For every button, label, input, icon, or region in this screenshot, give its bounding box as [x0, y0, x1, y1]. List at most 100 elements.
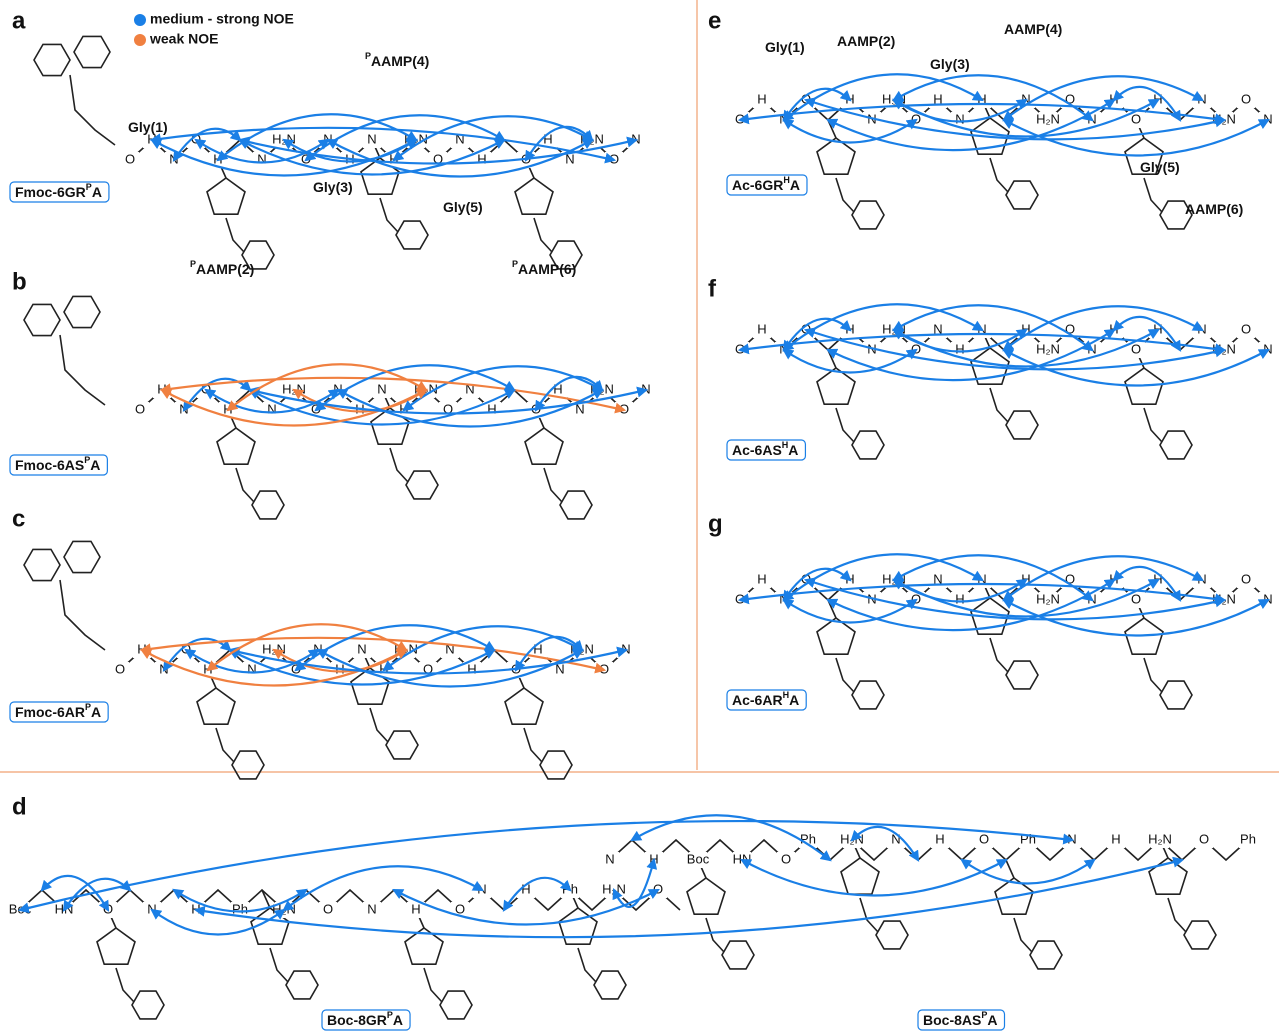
bond — [60, 580, 105, 650]
atom-label: N — [367, 131, 376, 146]
bond — [1006, 860, 1014, 878]
panel-letter: d — [12, 793, 27, 820]
compound-suffix: A — [393, 1012, 403, 1028]
bond — [990, 638, 1008, 672]
bond — [60, 335, 105, 405]
residue-label: Gly(1) — [765, 39, 805, 55]
ring — [24, 549, 60, 580]
phenyl — [1184, 921, 1216, 949]
compound-suffix: A — [788, 442, 798, 458]
bond — [226, 218, 244, 252]
atom-label: N — [257, 151, 266, 166]
phenyl — [722, 941, 754, 969]
bond — [1168, 898, 1186, 932]
panel-letter: a — [12, 7, 26, 34]
atom-label: H — [411, 901, 420, 916]
compound-prefix: Ac-6AS — [732, 442, 782, 458]
bond — [424, 968, 442, 1002]
bond — [706, 918, 724, 952]
phenyl — [852, 681, 884, 709]
panel-letter: f — [708, 275, 717, 302]
compound-prefix: Fmoc-6AS — [15, 457, 84, 473]
atom-label: N — [357, 641, 366, 656]
noe-arrow — [20, 821, 1072, 910]
atom-label: N — [377, 381, 386, 396]
compound-prefix: Boc-8GR — [327, 1012, 387, 1028]
compound-name: Ac-6ARHA — [732, 690, 799, 707]
compound-suffix: A — [789, 692, 799, 708]
residue-name: Gly(5) — [1140, 159, 1180, 175]
phenyl — [540, 751, 572, 779]
residue-label: Gly(5) — [1140, 159, 1180, 175]
bond — [1144, 658, 1162, 692]
bond — [236, 468, 254, 502]
bond — [1144, 178, 1162, 212]
pyrrolidine — [97, 928, 135, 964]
atom-label: O — [125, 151, 135, 166]
atom-label: Boc — [687, 851, 710, 866]
bond — [990, 158, 1008, 192]
legend-swatch — [134, 14, 146, 26]
panel-letter: c — [12, 505, 25, 532]
bond — [370, 708, 388, 742]
residue-name: AAMP(6) — [1185, 201, 1243, 217]
atom-label: O — [135, 401, 145, 416]
bond — [990, 388, 1008, 422]
phenyl — [406, 471, 438, 499]
residue-name: Gly(3) — [930, 56, 970, 72]
residue-name: AAMP(4) — [371, 53, 429, 69]
residue-name: Gly(1) — [765, 39, 805, 55]
atom-label: Ph — [232, 901, 248, 916]
atom-label: H — [467, 661, 476, 676]
atom-label: N — [367, 901, 376, 916]
pyrrolidine — [217, 428, 255, 464]
compound-name: Ac-6GRHA — [732, 175, 800, 192]
atom-label: O — [1241, 91, 1251, 106]
atom-label: Ph — [1240, 831, 1256, 846]
phenyl — [594, 971, 626, 999]
ring — [74, 36, 110, 67]
compound-suffix: A — [790, 177, 800, 193]
pyrrolidine — [525, 428, 563, 464]
atom-label: O — [1241, 321, 1251, 336]
atom-label: N — [267, 401, 276, 416]
phenyl — [1160, 431, 1192, 459]
noe-arrow — [1114, 87, 1180, 120]
residue-name: AAMP(2) — [196, 261, 254, 277]
phenyl — [1006, 661, 1038, 689]
bond — [380, 198, 398, 232]
compound-suffix: A — [91, 704, 101, 720]
pyrrolidine — [207, 178, 245, 214]
pyrrolidine — [559, 908, 597, 944]
atom-label: N — [621, 641, 630, 656]
phenyl — [252, 491, 284, 519]
atom-label: N — [247, 661, 256, 676]
noe-arrow — [1114, 567, 1180, 600]
phenyl — [286, 971, 318, 999]
residue-label: AAMP(2) — [837, 33, 895, 49]
legend-label: medium - strong NOE — [150, 11, 294, 27]
residue-name: AAMP(6) — [518, 261, 576, 277]
atom-label: H — [1111, 831, 1120, 846]
phenyl — [440, 991, 472, 1019]
phenyl — [876, 921, 908, 949]
atom-label: O — [323, 901, 333, 916]
residue-label: Gly(1) — [128, 119, 168, 135]
atom-label: H₂N — [1036, 341, 1060, 356]
bond — [836, 408, 854, 442]
compound-prefix: Boc-8AS — [923, 1012, 981, 1028]
phenyl — [1006, 181, 1038, 209]
compound-suffix: A — [987, 1012, 997, 1028]
bond — [534, 218, 552, 252]
phenyl — [132, 991, 164, 1019]
bond — [578, 948, 596, 982]
atom-label: H — [487, 401, 496, 416]
compound-prefix: Fmoc-6GR — [15, 184, 86, 200]
residue-label: AAMP(6) — [1185, 201, 1243, 217]
panel-letter: b — [12, 268, 27, 295]
bond — [270, 948, 288, 982]
atom-label: H₂N — [1036, 111, 1060, 126]
phenyl — [852, 201, 884, 229]
pyrrolidine — [197, 688, 235, 724]
atom-label: H — [955, 591, 964, 606]
